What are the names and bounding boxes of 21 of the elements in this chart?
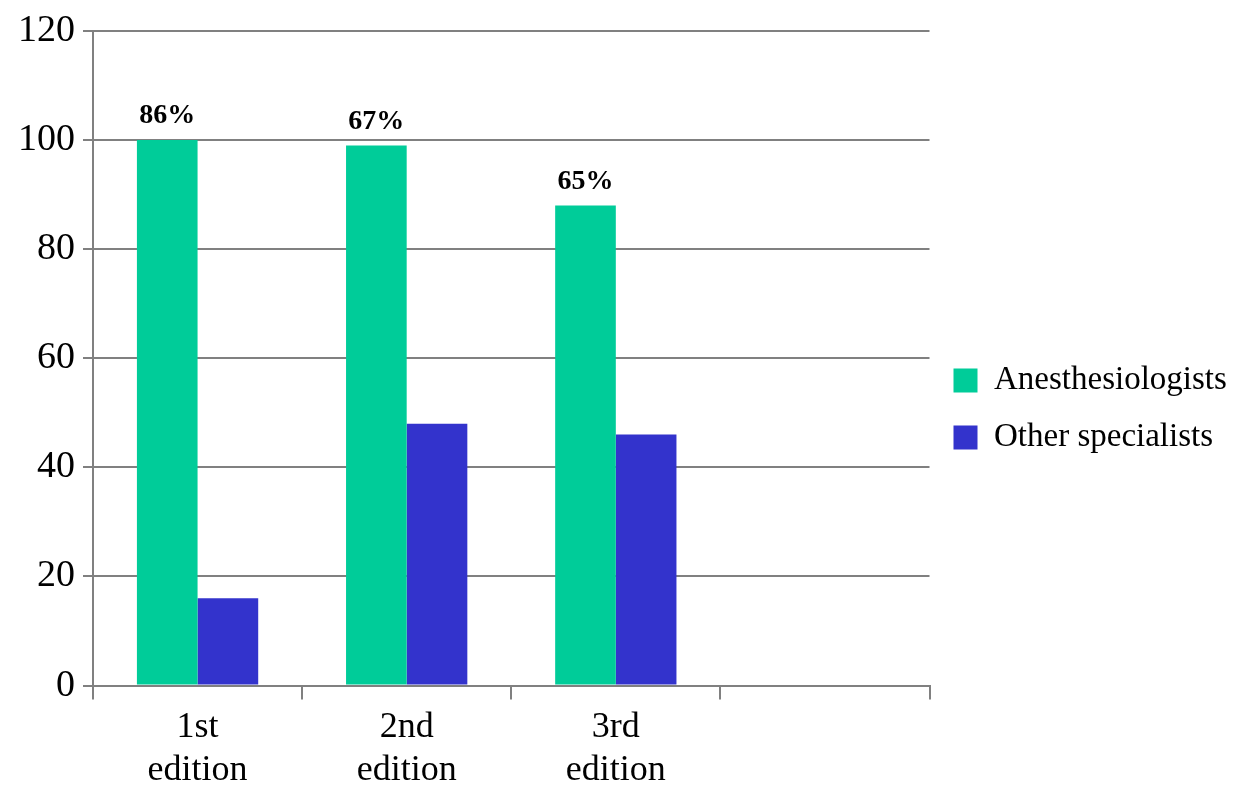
bar: [555, 205, 616, 685]
bar: [136, 139, 198, 685]
y-tick-label: 100: [18, 115, 75, 158]
annotation: 86%: [139, 98, 196, 130]
annotation: 67%: [348, 103, 405, 135]
y-tick-label: 60: [37, 334, 75, 377]
y-tick-label: 40: [37, 443, 75, 486]
y-tick-label: 120: [18, 6, 75, 49]
x-tick-label: 3rd edition: [565, 704, 666, 788]
y-tick-label: 0: [56, 661, 75, 704]
bar: [346, 145, 407, 685]
y-tick-label: 20: [37, 552, 75, 595]
bar: [615, 434, 677, 685]
x-tick-label: 2nd edition: [356, 704, 457, 788]
annotation: 65%: [557, 163, 614, 195]
x-tick-label: 1st edition: [147, 704, 248, 788]
bar: [406, 423, 468, 685]
bar: [197, 598, 259, 685]
y-tick-label: 80: [37, 225, 75, 268]
legend-label: Other specialists: [994, 417, 1214, 454]
legend-label: Anesthesiologists: [994, 360, 1227, 397]
